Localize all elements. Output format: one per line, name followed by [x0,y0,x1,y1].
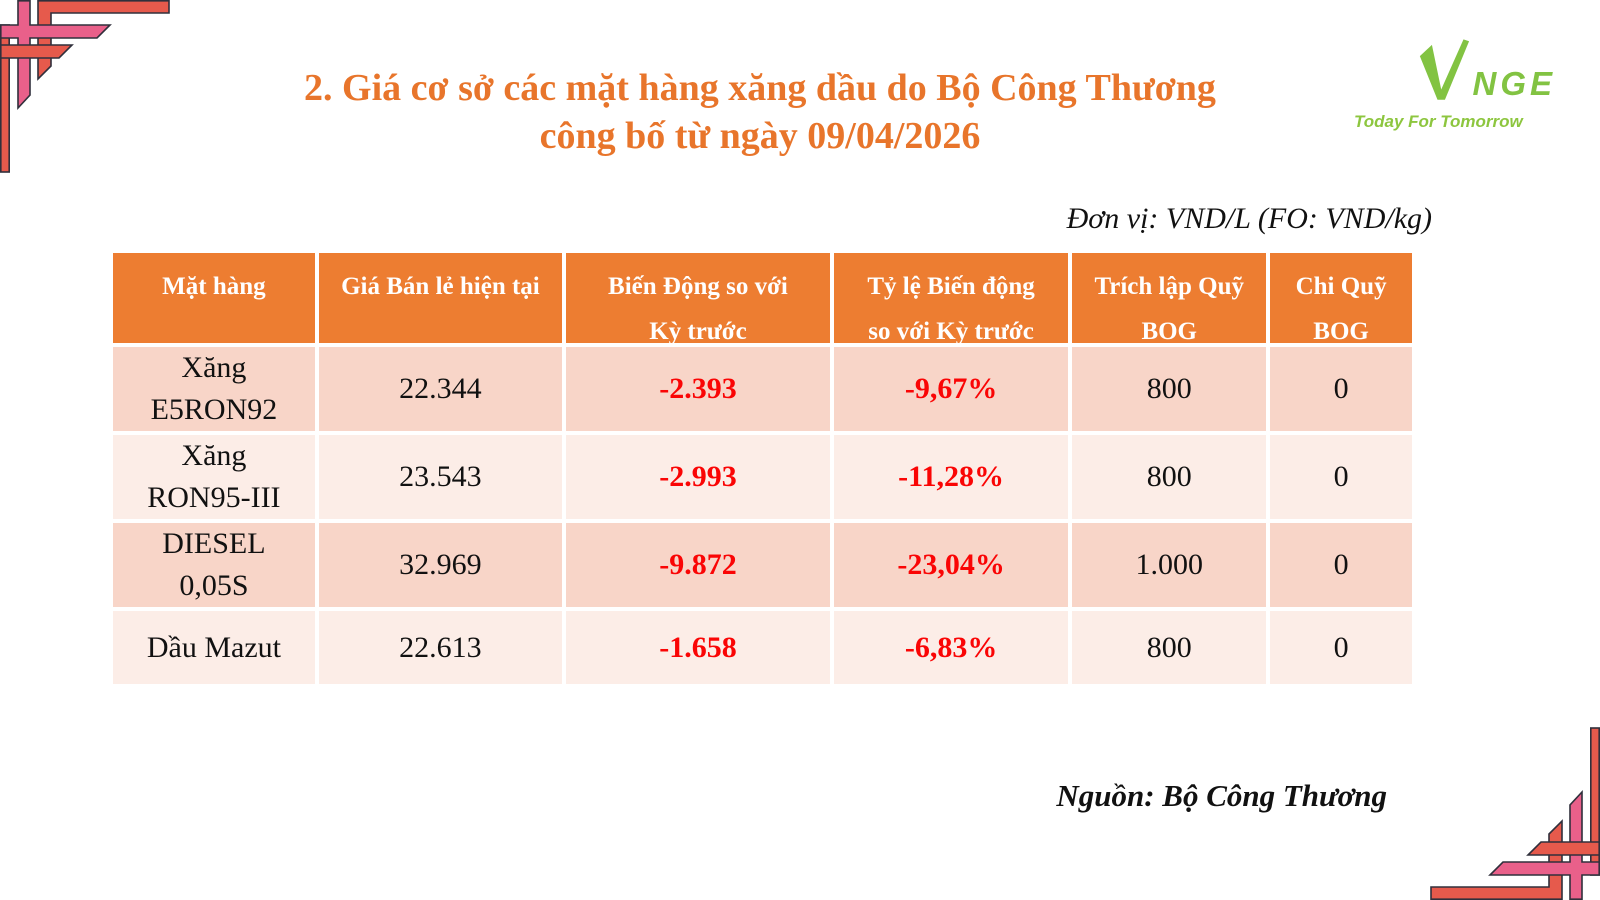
header-cell-fund: Trích lập Quỹ BOG [1072,253,1267,345]
cell-fund: 800 [1072,435,1267,519]
source-note: Nguồn: Bộ Công Thương [1056,778,1387,813]
header-cell-change-pct: Tỷ lệ Biến động so với Kỳ trước [833,253,1069,345]
cell-change: -9.872 [566,523,830,607]
header-cell-retail-price: Giá Bán lẻ hiện tại [318,253,563,343]
cell-change: -1.658 [566,611,830,684]
cell-fund: 800 [1072,347,1267,431]
cell-change: -2.393 [566,347,830,431]
corner-ornament-bottom-right [1430,727,1600,900]
cell-retail-price: 23.543 [318,435,563,519]
cell-change-pct: -6,83% [833,611,1069,684]
cell-product-name: Dầu Mazut [113,611,315,684]
fuel-price-table: Mặt hàng Giá Bán lẻ hiện tại Biến Động s… [113,253,1412,684]
vnge-logo-brand: NGE [1386,30,1556,102]
vnge-logo: NGE Today For Tomorrow [1354,30,1556,132]
corner-ornament-top-left [0,0,170,173]
unit-note: Đơn vị: VND/L (FO: VND/kg) [1066,202,1432,235]
cell-change-pct: -23,04% [833,523,1069,607]
page-title: 2. Giá cơ sở các mặt hàng xăng dầu do Bộ… [40,64,1480,160]
vnge-logo-v-icon [1420,39,1470,100]
header-cell-product: Mặt hàng [113,253,315,343]
cell-retail-price: 32.969 [318,523,563,607]
cell-fund-spend: 0 [1270,611,1412,684]
cell-fund: 1.000 [1072,523,1267,607]
cell-product-name: Xăng RON95-III [113,435,315,519]
cell-retail-price: 22.344 [318,347,563,431]
cell-product-name: Xăng E5RON92 [113,347,315,431]
cell-change-pct: -11,28% [833,435,1069,519]
cell-change-pct: -9,67% [833,347,1069,431]
cell-product-name: DIESEL 0,05S [113,523,315,607]
cell-fund-spend: 0 [1270,523,1412,607]
header-cell-change: Biến Động so với Kỳ trước [566,253,830,345]
cell-fund-spend: 0 [1270,347,1412,431]
cell-change: -2.993 [566,435,830,519]
vnge-logo-text: NGE [1472,65,1556,102]
cell-retail-price: 22.613 [318,611,563,684]
cell-fund-spend: 0 [1270,435,1412,519]
vnge-logo-tagline: Today For Tomorrow [1354,112,1523,131]
cell-fund: 800 [1072,611,1267,684]
header-cell-fund-spend: Chi Quỹ BOG [1270,253,1412,345]
page-title-line2: công bố từ ngày 09/04/2026 [539,115,981,157]
page-title-line1: 2. Giá cơ sở các mặt hàng xăng dầu do Bộ… [304,67,1216,109]
